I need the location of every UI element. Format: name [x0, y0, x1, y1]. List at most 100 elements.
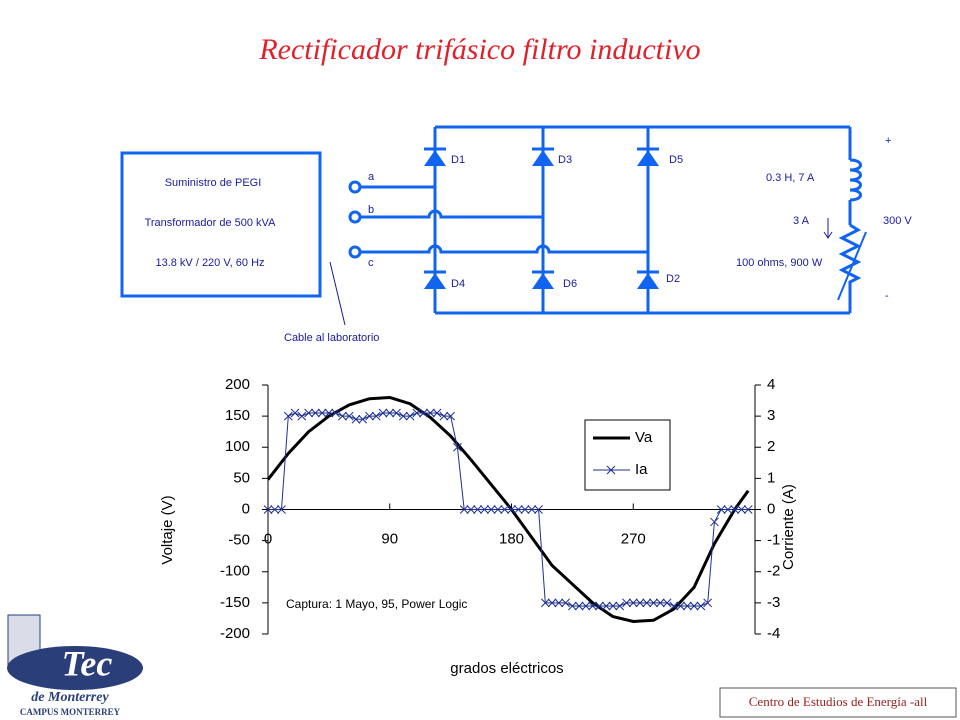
- series-marker: [574, 601, 584, 611]
- series-marker: [405, 411, 415, 421]
- legend-label: Va: [635, 429, 653, 446]
- series-marker: [371, 411, 381, 421]
- diode: [530, 270, 556, 291]
- legend-marker: [606, 465, 616, 475]
- series-marker: [669, 601, 679, 611]
- y-axis-label: Voltaje (V): [159, 495, 176, 564]
- series-marker: [398, 411, 408, 421]
- terminal: [348, 210, 362, 224]
- series-marker: [351, 414, 361, 424]
- diode-label: D6: [563, 278, 577, 290]
- x-tick-label: 180: [499, 530, 524, 547]
- slide-title: Rectificador trifásico filtro inductivo: [258, 33, 700, 66]
- series-marker: [622, 598, 631, 608]
- series-marker: [473, 505, 483, 514]
- series-marker: [338, 411, 347, 421]
- y2-tick-label: -2: [767, 563, 780, 580]
- y-tick-label: -150: [220, 594, 250, 611]
- x-tick-label: 90: [381, 530, 398, 547]
- series-marker: [290, 408, 300, 418]
- diode-label: D4: [451, 278, 465, 290]
- series-marker: [513, 505, 523, 514]
- diode: [635, 147, 661, 168]
- series-marker: [358, 414, 368, 424]
- series-marker: [324, 408, 334, 418]
- series-marker: [378, 408, 388, 418]
- y2-tick-label: -3: [767, 594, 780, 611]
- series-marker: [743, 505, 753, 514]
- series-marker: [432, 408, 442, 418]
- y2-axis-label: Corriente (A): [780, 484, 797, 570]
- load-label: 300 V: [883, 215, 912, 227]
- supply-label: Suministro de PEGI: [165, 177, 262, 189]
- cable-label: Cable al laboratorio: [284, 332, 379, 344]
- series-marker: [419, 408, 428, 418]
- diode-label: D3: [558, 154, 572, 166]
- y-tick-label: 200: [225, 376, 250, 393]
- terminal: [348, 180, 362, 194]
- diode: [422, 147, 448, 168]
- circuit-diagram: Suministro de PEGI Transformador de 500 …: [120, 125, 912, 344]
- series-marker: [534, 505, 543, 514]
- series-marker: [385, 408, 395, 418]
- y2-tick-label: 4: [767, 376, 775, 393]
- y2-tick-label: -4: [767, 625, 780, 642]
- footer: Centro de Estudios de Energía -all: [749, 694, 928, 709]
- current-arrow: [823, 218, 833, 239]
- terminal-label: a: [368, 171, 375, 183]
- series-marker: [723, 505, 733, 514]
- series-marker: [683, 601, 692, 611]
- series-marker: [277, 505, 286, 514]
- diode: [422, 270, 448, 291]
- series-marker: [655, 598, 665, 608]
- terminal-label: b: [368, 204, 374, 216]
- series-marker: [310, 408, 320, 418]
- legend-box: [584, 419, 671, 491]
- series-marker: [453, 442, 462, 452]
- footer-box: [719, 687, 957, 718]
- y-tick-label: 100: [225, 438, 250, 455]
- terminal: [348, 245, 362, 259]
- series-marker: [703, 598, 713, 608]
- series-marker: [270, 505, 280, 514]
- series-marker: [710, 517, 719, 527]
- legend-label: Ia: [635, 461, 648, 478]
- chart: Voltaje (V) Corriente (A) grados eléctri…: [159, 376, 797, 677]
- series-marker: [676, 601, 685, 611]
- supply-label: 13.8 kV / 220 V, 60 Hz: [155, 257, 264, 269]
- logo-badge: [7, 646, 143, 690]
- series-marker: [595, 601, 604, 611]
- series-marker: [263, 505, 273, 514]
- diode: [635, 270, 661, 291]
- series-marker: [459, 505, 469, 514]
- series-marker: [540, 598, 550, 608]
- series-marker: [439, 411, 449, 421]
- y2-tick-label: 0: [767, 500, 775, 517]
- diode-label: D1: [451, 154, 465, 166]
- x-tick-label: 270: [621, 530, 646, 547]
- y2-tick-label: 2: [767, 438, 775, 455]
- series-marker: [317, 408, 327, 418]
- cable-pointer: [329, 261, 346, 326]
- y-tick-label: -100: [220, 563, 250, 580]
- series-marker: [425, 408, 435, 418]
- series-marker: [365, 411, 374, 421]
- series-marker: [392, 408, 401, 418]
- y-tick-label: -50: [228, 532, 250, 549]
- series-marker: [608, 601, 618, 611]
- logo-brand: Tec: [62, 643, 113, 683]
- y2-tick-label: 1: [767, 469, 775, 486]
- y-tick-label: 150: [225, 407, 250, 424]
- series-marker: [642, 598, 652, 608]
- load-label: -: [885, 290, 889, 302]
- series-marker: [662, 598, 672, 608]
- y2-tick-label: 3: [767, 407, 775, 424]
- series-marker: [297, 411, 307, 421]
- diode: [530, 147, 556, 168]
- series-marker: [635, 598, 645, 608]
- series-marker: [283, 411, 293, 421]
- series-marker: [331, 408, 340, 418]
- diode-label: D5: [669, 154, 683, 166]
- terminal-label: c: [368, 257, 374, 269]
- series-marker: [304, 408, 313, 418]
